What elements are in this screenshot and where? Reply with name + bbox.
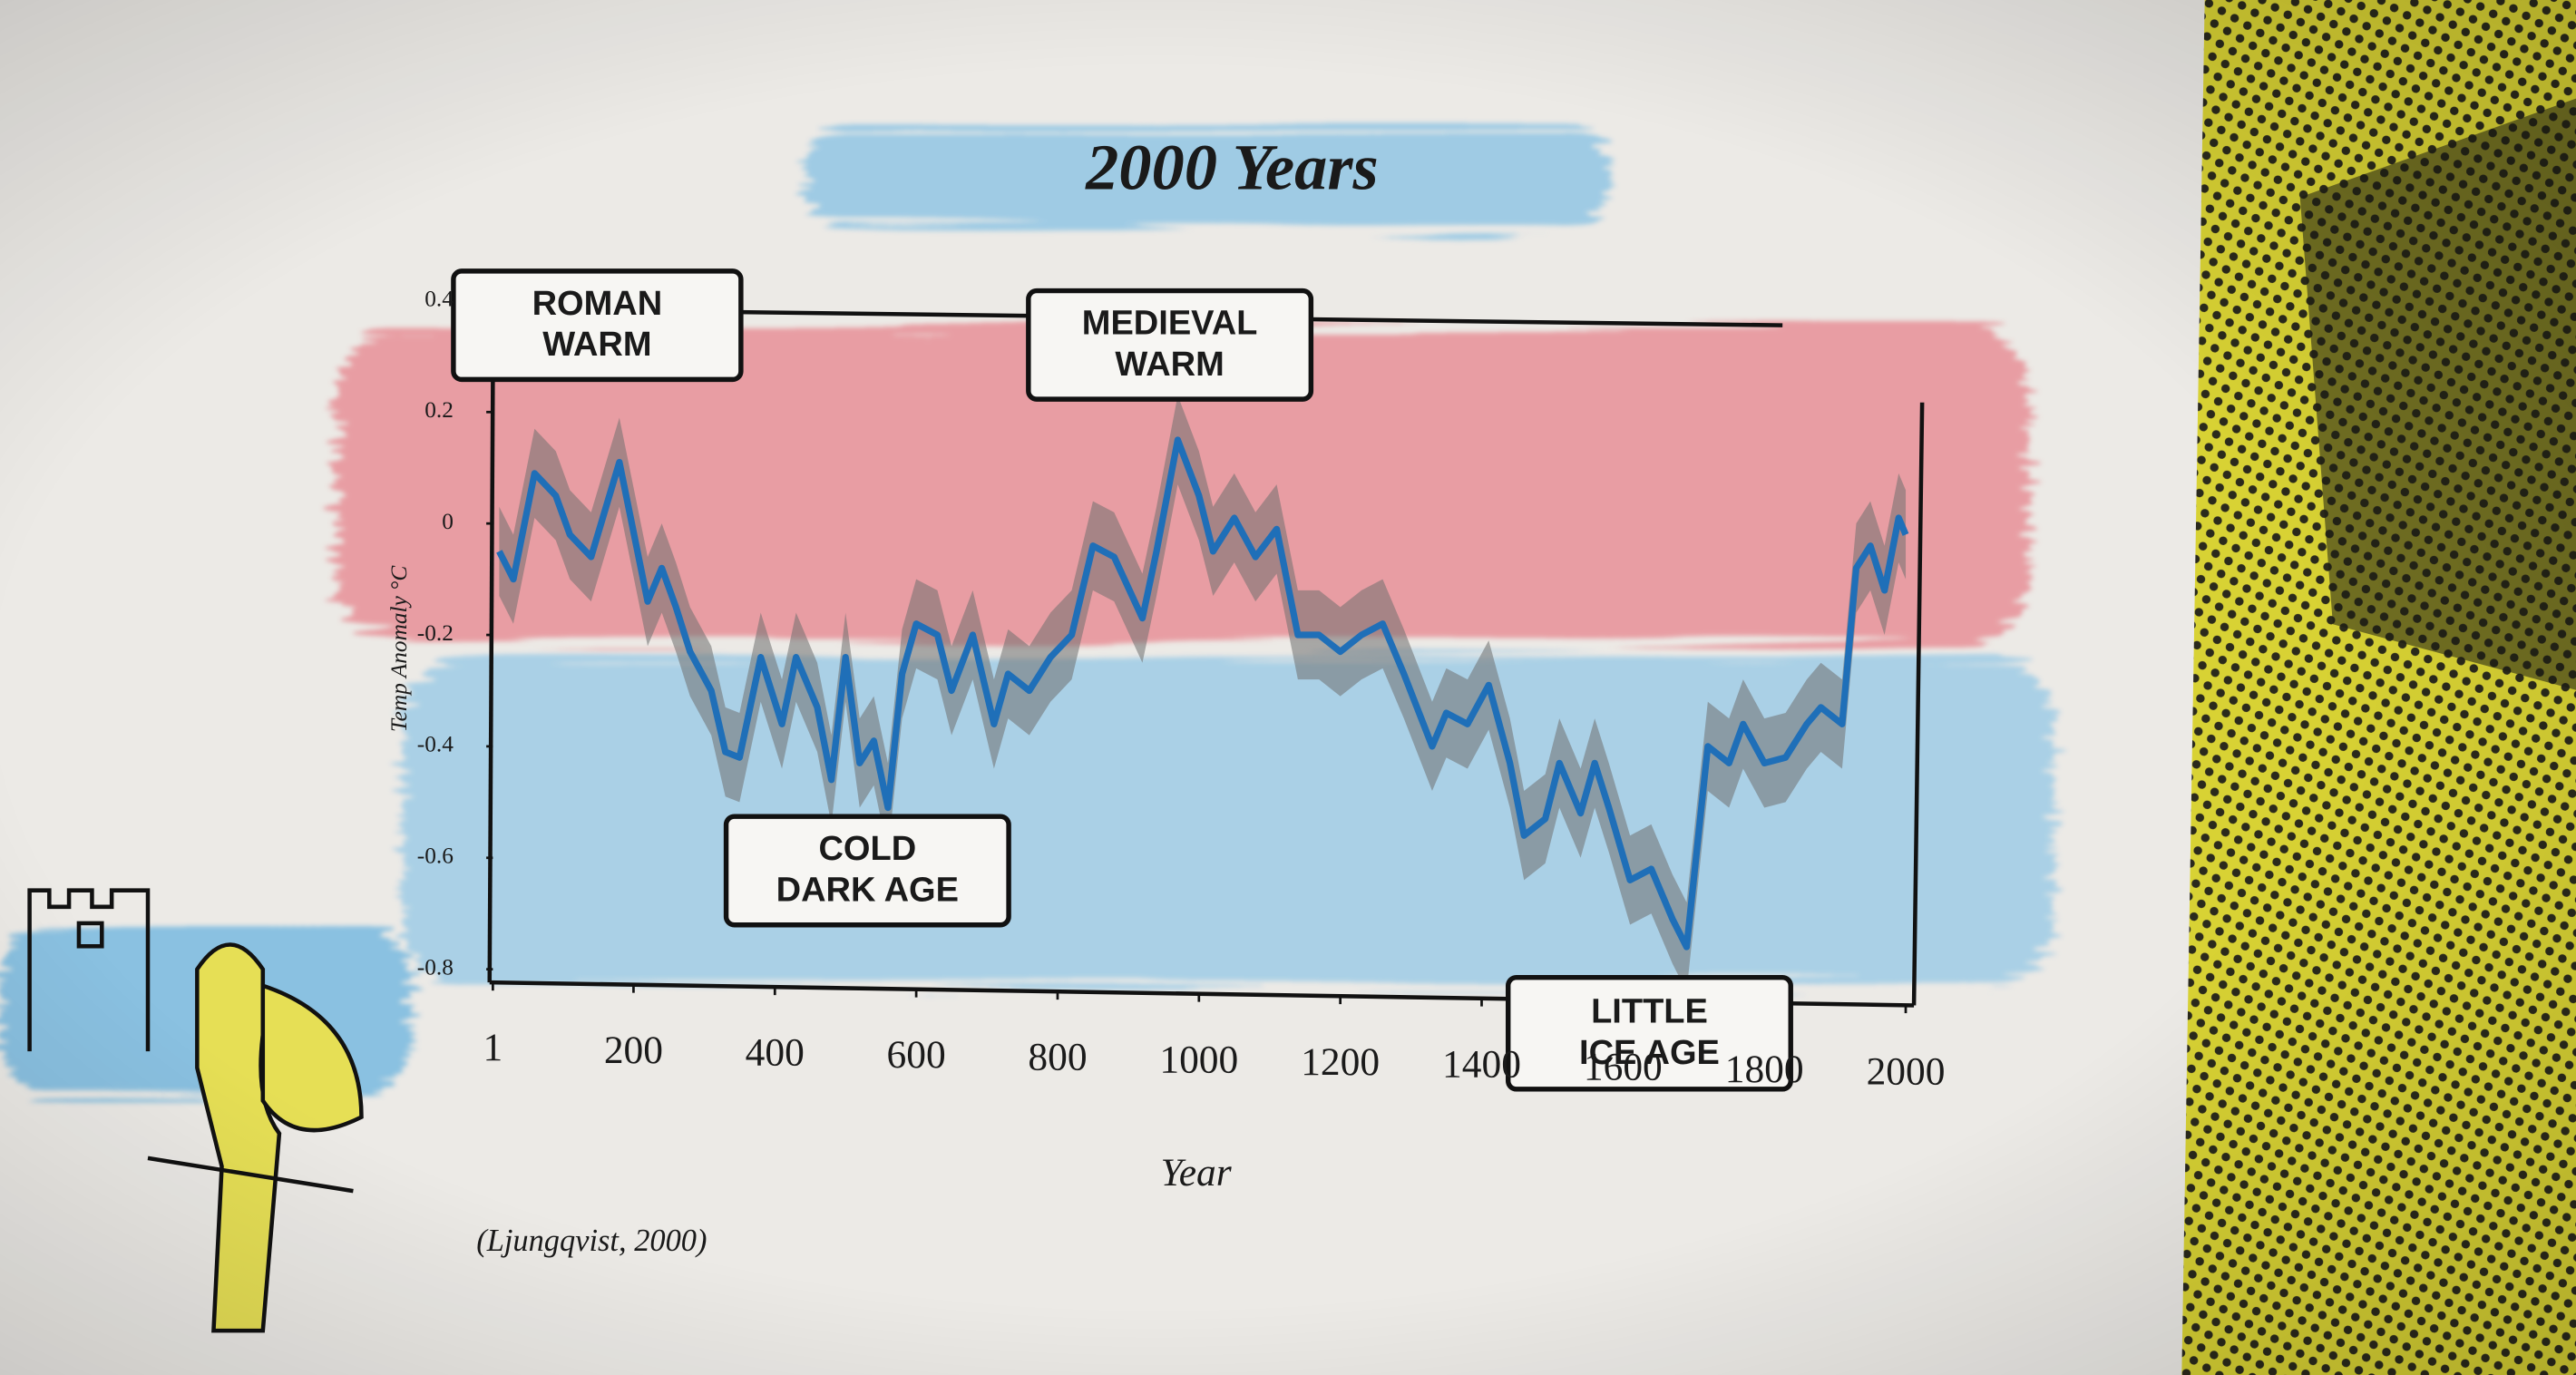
annotation-box: COLD DARK AGE bbox=[723, 814, 1011, 928]
y-tick-label: 0 bbox=[442, 509, 454, 534]
y-axis-label: Temp Anomaly °C bbox=[386, 565, 412, 732]
y-tick-label: -0.6 bbox=[417, 844, 454, 869]
x-tick-label: 1400 bbox=[1442, 1043, 1521, 1087]
source: (Ljungqvist, 2000) bbox=[476, 1224, 707, 1258]
y-tick-label: -0.8 bbox=[417, 954, 454, 980]
y-tick-label: 0.2 bbox=[424, 397, 454, 423]
x-tick-label: 1000 bbox=[1159, 1038, 1238, 1081]
y-tick-label: 0.4 bbox=[424, 286, 454, 311]
x-axis-label: Year bbox=[1161, 1151, 1233, 1195]
x-tick-label: 800 bbox=[1028, 1036, 1087, 1079]
annotation-box: ROMAN WARM bbox=[451, 268, 744, 383]
x-tick-label: 200 bbox=[604, 1029, 663, 1072]
halftone-shadow bbox=[2299, 98, 2576, 690]
x-tick-label: 1600 bbox=[1584, 1045, 1663, 1088]
annotation-box: MEDIEVAL WARM bbox=[1026, 288, 1314, 402]
x-tick-label: 1200 bbox=[1301, 1040, 1380, 1084]
chart-title: 2000 Years bbox=[1085, 131, 1379, 204]
x-tick-label: 600 bbox=[887, 1033, 946, 1077]
y-tick-label: -0.2 bbox=[417, 620, 454, 646]
x-tick-label: 1800 bbox=[1725, 1048, 1804, 1091]
y-tick-label: -0.4 bbox=[417, 732, 454, 757]
x-tick-label: 2000 bbox=[1867, 1050, 1946, 1094]
x-tick-label: 1 bbox=[483, 1026, 503, 1069]
x-tick-label: 400 bbox=[746, 1030, 805, 1074]
